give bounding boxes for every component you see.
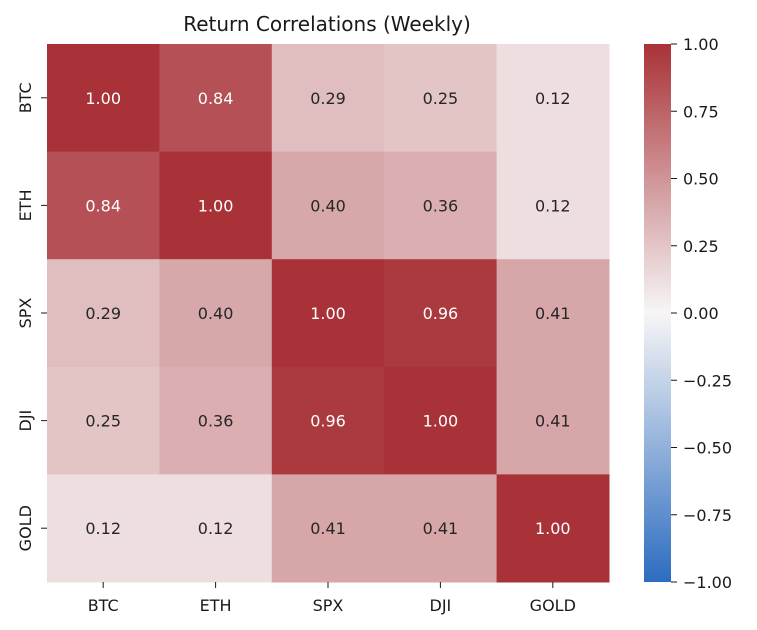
cell-value-label: 0.29 xyxy=(310,89,346,108)
cell-value-label: 0.12 xyxy=(535,196,571,215)
y-tick-label: ETH xyxy=(16,189,35,221)
heatmap-cell-dji-eth xyxy=(159,366,273,475)
x-tick-label: DJI xyxy=(430,596,452,615)
cell-value-label: 0.40 xyxy=(310,196,346,215)
colorbar-tick-label: 0.75 xyxy=(683,102,719,121)
x-tick-label: ETH xyxy=(200,596,232,615)
colorbar-tick-label: 0.00 xyxy=(683,304,719,323)
cell-value-label: 0.25 xyxy=(423,89,459,108)
cell-value-label: 0.84 xyxy=(198,89,234,108)
heatmap-cell-spx-spx xyxy=(271,259,385,368)
y-tick-label: GOLD xyxy=(16,505,35,551)
heatmap-cell-spx-dji xyxy=(384,259,498,368)
heatmap-cell-eth-dji xyxy=(384,151,498,260)
heatmap-cell-btc-dji xyxy=(384,44,498,153)
cell-value-label: 0.41 xyxy=(310,519,346,538)
colorbar: 1.00 0.75 0.50 0.25 0.00 −0.25 −0.50 −0.75 −1.00 xyxy=(644,35,732,592)
cell-value-label: 0.12 xyxy=(85,519,121,538)
heatmap-cell-dji-spx xyxy=(271,366,385,475)
x-tick-label: GOLD xyxy=(530,596,576,615)
cell-value-label: 0.12 xyxy=(198,519,234,538)
colorbar-tick-label: −0.25 xyxy=(683,371,732,390)
heatmap-cell-eth-gold xyxy=(496,151,610,260)
heatmap-cell-eth-spx xyxy=(271,151,385,260)
colorbar-tick-label: 0.50 xyxy=(683,170,719,189)
cell-value-label: 1.00 xyxy=(198,196,234,215)
y-tick-label: BTC xyxy=(16,82,35,113)
cell-value-label: 0.12 xyxy=(535,89,571,108)
cell-value-label: 1.00 xyxy=(85,89,121,108)
cell-value-label: 1.00 xyxy=(423,412,459,431)
cell-value-label: 0.96 xyxy=(310,412,346,431)
cell-value-label: 0.96 xyxy=(423,304,459,323)
heatmap-cell-spx-gold xyxy=(496,259,610,368)
x-tick-label: SPX xyxy=(313,596,344,615)
heatmap-cell-gold-dji xyxy=(384,474,498,583)
colorbar-tick-label: 1.00 xyxy=(683,35,719,54)
x-axis: BTC ETH SPX DJI GOLD xyxy=(88,582,576,615)
heatmap-cell-dji-btc xyxy=(47,366,160,475)
cell-value-label: 0.41 xyxy=(535,304,571,323)
colorbar-tick-label: −1.00 xyxy=(683,573,732,592)
colorbar-tick-label: 0.25 xyxy=(683,237,719,256)
heatmap-cell-btc-gold xyxy=(496,44,610,153)
cell-value-label: 0.29 xyxy=(85,304,121,323)
cell-value-label: 0.84 xyxy=(85,196,121,215)
cell-value-label: 0.41 xyxy=(535,412,571,431)
y-axis: BTC ETH SPX DJI GOLD xyxy=(16,82,47,551)
heatmap-cell-gold-spx xyxy=(271,474,385,583)
heatmap-cell-dji-gold xyxy=(496,366,610,475)
heatmap-cell-dji-dji xyxy=(384,366,498,475)
cell-value-label: 0.40 xyxy=(198,304,234,323)
y-tick-label: SPX xyxy=(16,298,35,329)
heatmap-cell-gold-btc xyxy=(47,474,160,583)
heatmap-cell-spx-btc xyxy=(47,259,160,368)
cell-value-label: 0.25 xyxy=(85,412,121,431)
heatmap-cell-gold-eth xyxy=(159,474,273,583)
colorbar-tick-label: −0.50 xyxy=(683,439,732,458)
heatmap-cell-eth-eth xyxy=(159,151,273,260)
heatmap-cells: 1.00 0.84 0.29 0.25 0.12 0.84 1.00 0.40 0.36 0.12… xyxy=(47,44,610,583)
heatmap-cell-gold-gold xyxy=(496,474,610,583)
heatmap-cell-btc-spx xyxy=(271,44,385,153)
colorbar-tick-label: −0.75 xyxy=(683,506,732,525)
cell-value-label: 1.00 xyxy=(310,304,346,323)
heatmap-cell-spx-eth xyxy=(159,259,273,368)
heatmap-cell-eth-btc xyxy=(47,151,160,260)
chart-title: Return Correlations (Weekly) xyxy=(183,12,471,36)
cell-value-label: 1.00 xyxy=(535,519,571,538)
x-tick-label: BTC xyxy=(88,596,119,615)
cell-value-label: 0.36 xyxy=(198,412,234,431)
cell-value-label: 0.41 xyxy=(423,519,459,538)
heatmap-cell-btc-btc xyxy=(47,44,160,153)
heatmap-cell-btc-eth xyxy=(159,44,273,153)
colorbar-scale xyxy=(644,44,671,582)
y-tick-label: DJI xyxy=(16,410,35,432)
cell-value-label: 0.36 xyxy=(423,196,459,215)
